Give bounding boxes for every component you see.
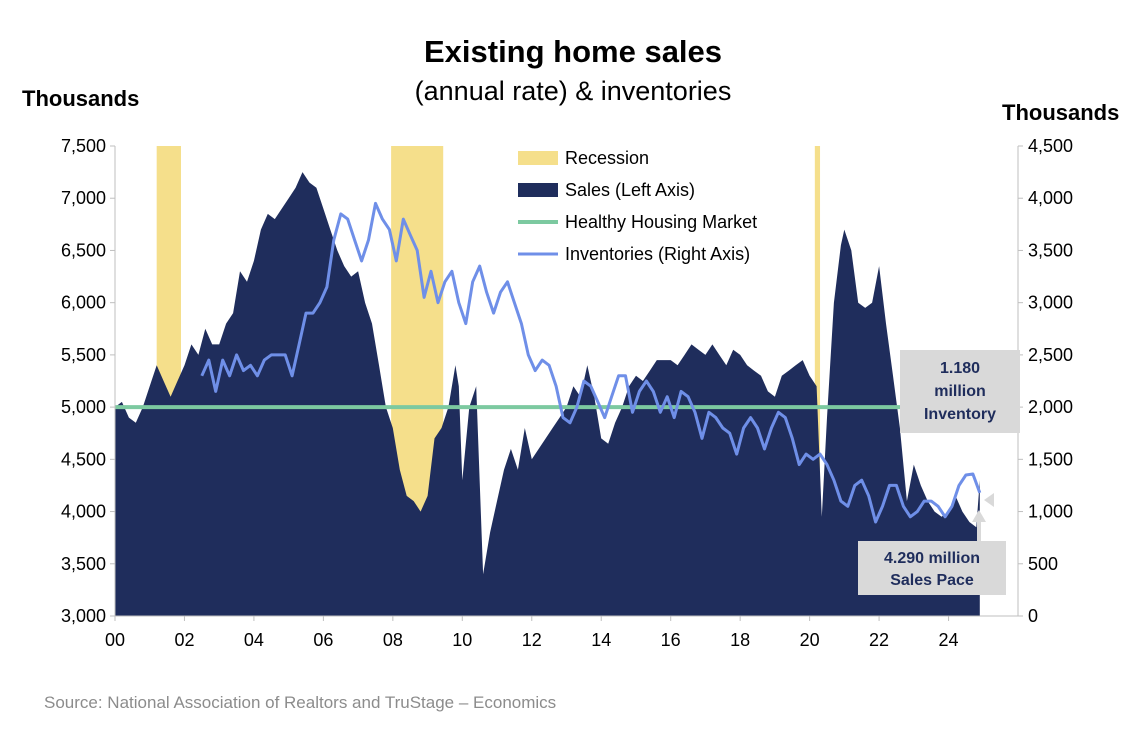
left-tick-label: 4,000	[61, 502, 106, 522]
right-tick-label: 4,000	[1028, 188, 1073, 208]
legend-label: Inventories (Right Axis)	[565, 244, 750, 264]
left-tick-label: 7,000	[61, 188, 106, 208]
legend-swatch-sales	[518, 183, 558, 197]
chart-title: Existing home sales	[423, 34, 723, 69]
sales-callout-text: 4.290 million	[884, 550, 980, 567]
x-tick-label: 24	[939, 630, 959, 650]
inventory-callout-text: million	[934, 383, 986, 400]
left-tick-label: 7,500	[61, 136, 106, 156]
x-tick-label: 22	[869, 630, 889, 650]
x-tick-label: 16	[661, 630, 681, 650]
left-tick-label: 3,000	[61, 606, 106, 626]
x-tick-label: 04	[244, 630, 264, 650]
right-tick-label: 1,000	[1028, 502, 1073, 522]
right-tick-label: 0	[1028, 606, 1038, 626]
right-tick-label: 2,000	[1028, 397, 1073, 417]
inventory-callout-arrow	[984, 493, 994, 507]
x-tick-label: 12	[522, 630, 542, 650]
left-axis-label: Thousands	[22, 86, 140, 111]
right-axis-label: Thousands	[1002, 100, 1120, 125]
left-tick-label: 3,500	[61, 554, 106, 574]
right-tick-label: 2,500	[1028, 345, 1073, 365]
x-tick-label: 14	[591, 630, 611, 650]
right-tick-label: 1,500	[1028, 449, 1073, 469]
sales-callout-text: Sales Pace	[890, 572, 974, 589]
left-tick-label: 5,000	[61, 397, 106, 417]
left-tick-label: 5,500	[61, 345, 106, 365]
x-tick-label: 18	[730, 630, 750, 650]
inventory-callout-connector	[990, 433, 1005, 502]
right-tick-label: 4,500	[1028, 136, 1073, 156]
legend-label: Recession	[565, 148, 649, 168]
x-tick-label: 08	[383, 630, 403, 650]
right-tick-label: 3,500	[1028, 240, 1073, 260]
x-tick-label: 00	[105, 630, 125, 650]
source-note: Source: National Association of Realtors…	[44, 693, 557, 712]
x-tick-label: 02	[174, 630, 194, 650]
x-tick-label: 20	[800, 630, 820, 650]
inventory-callout-text: Inventory	[924, 406, 996, 423]
left-tick-label: 4,500	[61, 449, 106, 469]
inventory-callout-box	[900, 350, 1020, 433]
sales-callout-box	[858, 541, 1006, 595]
legend-label: Sales (Left Axis)	[565, 180, 695, 200]
right-tick-label: 500	[1028, 554, 1058, 574]
x-tick-label: 06	[313, 630, 333, 650]
legend-label: Healthy Housing Market	[565, 212, 757, 232]
left-tick-label: 6,000	[61, 293, 106, 313]
recession-band-3	[814, 146, 821, 616]
inventory-callout-text: 1.180	[940, 360, 980, 377]
chart-subtitle: (annual rate) & inventories	[414, 76, 732, 106]
x-tick-label: 10	[452, 630, 472, 650]
legend-swatch-recession	[518, 151, 558, 165]
sales-callout-arrow	[972, 510, 986, 522]
inventories-line	[200, 201, 982, 524]
sales-area	[115, 172, 980, 616]
right-tick-label: 3,000	[1028, 293, 1073, 313]
left-tick-label: 6,500	[61, 240, 106, 260]
